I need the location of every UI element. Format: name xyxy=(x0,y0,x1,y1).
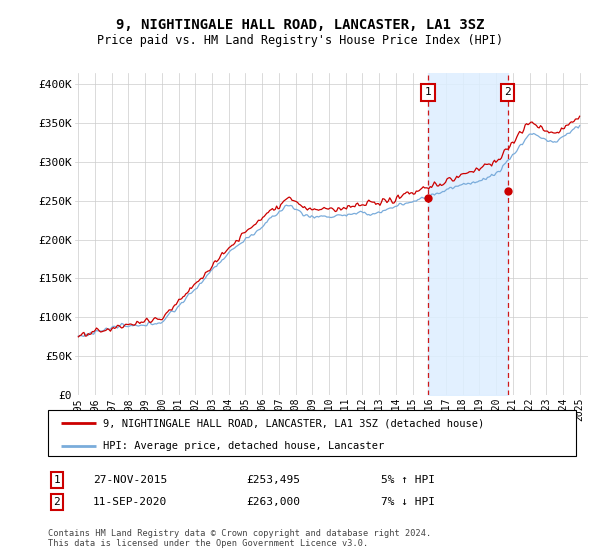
Text: 11-SEP-2020: 11-SEP-2020 xyxy=(93,497,167,507)
Text: 1: 1 xyxy=(53,475,61,485)
Text: 2: 2 xyxy=(505,87,511,97)
Text: 7% ↓ HPI: 7% ↓ HPI xyxy=(381,497,435,507)
Text: 1: 1 xyxy=(425,87,431,97)
Text: Contains HM Land Registry data © Crown copyright and database right 2024.
This d: Contains HM Land Registry data © Crown c… xyxy=(48,529,431,548)
Text: £263,000: £263,000 xyxy=(246,497,300,507)
Text: HPI: Average price, detached house, Lancaster: HPI: Average price, detached house, Lanc… xyxy=(103,441,385,451)
Text: 5% ↑ HPI: 5% ↑ HPI xyxy=(381,475,435,485)
Text: 9, NIGHTINGALE HALL ROAD, LANCASTER, LA1 3SZ: 9, NIGHTINGALE HALL ROAD, LANCASTER, LA1… xyxy=(116,18,484,32)
Text: Price paid vs. HM Land Registry's House Price Index (HPI): Price paid vs. HM Land Registry's House … xyxy=(97,34,503,47)
Text: 27-NOV-2015: 27-NOV-2015 xyxy=(93,475,167,485)
Text: 2: 2 xyxy=(53,497,61,507)
Text: 9, NIGHTINGALE HALL ROAD, LANCASTER, LA1 3SZ (detached house): 9, NIGHTINGALE HALL ROAD, LANCASTER, LA1… xyxy=(103,418,485,428)
Text: £253,495: £253,495 xyxy=(246,475,300,485)
